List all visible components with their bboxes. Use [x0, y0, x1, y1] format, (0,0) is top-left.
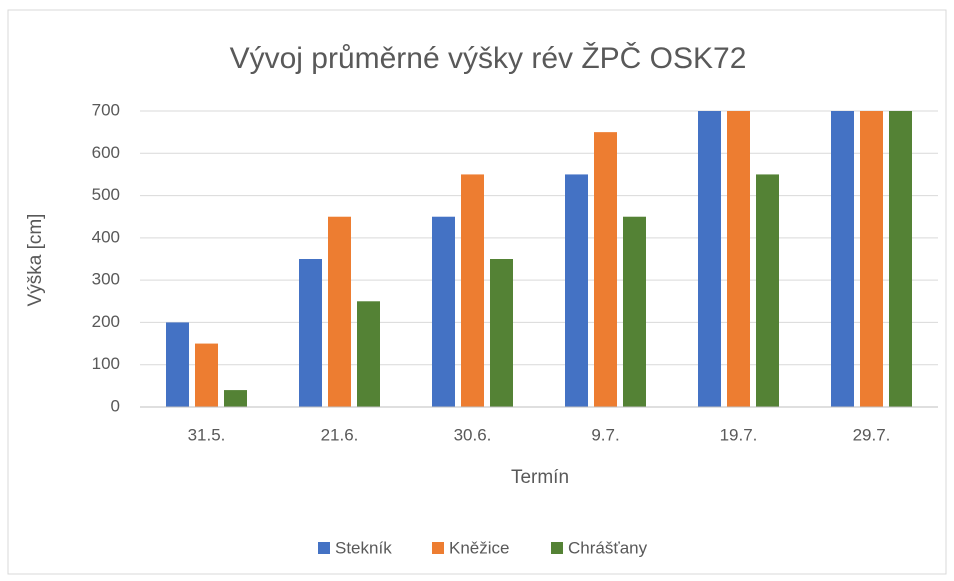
x-tick-label: 9.7. [591, 425, 619, 444]
bar [889, 111, 912, 407]
x-tick-label: 19.7. [720, 425, 758, 444]
bar [756, 174, 779, 407]
bar [698, 111, 721, 407]
bar [490, 259, 513, 407]
legend-swatch [551, 542, 563, 554]
y-tick-label: 200 [92, 312, 120, 331]
y-tick-label: 0 [111, 396, 120, 415]
y-tick-label: 600 [92, 143, 120, 162]
legend-swatch [318, 542, 330, 554]
bar [328, 216, 351, 407]
bar [594, 132, 617, 407]
x-tick-label: 31.5. [188, 425, 226, 444]
bar [432, 216, 455, 407]
bar [224, 390, 247, 407]
legend-swatch [432, 542, 444, 554]
y-axis-label: Výška [cm] [25, 214, 46, 307]
bar [565, 174, 588, 407]
legend-label: Kněžice [449, 538, 509, 557]
bar [461, 174, 484, 407]
bar [299, 259, 322, 407]
bar [166, 322, 189, 407]
bar [860, 111, 883, 407]
bar [195, 343, 218, 407]
y-tick-label: 700 [92, 100, 120, 119]
bar [727, 111, 750, 407]
x-axis-label: Termín [511, 467, 569, 488]
x-tick-label: 29.7. [853, 425, 891, 444]
x-tick-label: 30.6. [454, 425, 492, 444]
y-tick-label: 500 [92, 185, 120, 204]
y-tick-label: 400 [92, 227, 120, 246]
bar [623, 216, 646, 407]
bar [831, 111, 854, 407]
y-tick-label: 300 [92, 270, 120, 289]
bar [357, 301, 380, 407]
x-tick-label: 21.6. [321, 425, 359, 444]
y-tick-label: 100 [92, 354, 120, 373]
chart-title: Vývoj průměrné výšky rév ŽPČ OSK72 [230, 41, 747, 75]
legend-label: Stekník [335, 538, 392, 557]
legend-label: Chrášťany [568, 538, 648, 557]
